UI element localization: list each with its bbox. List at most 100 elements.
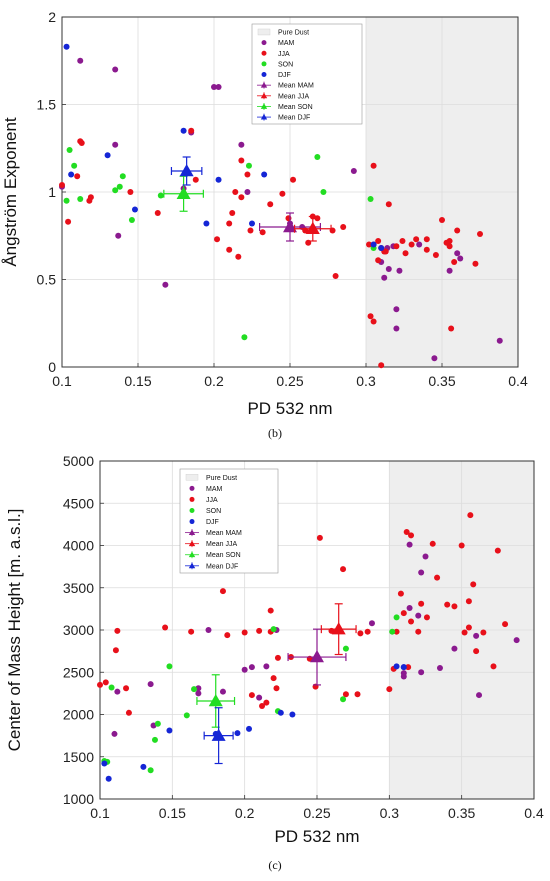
data-point-djf [105, 775, 112, 782]
legend-marker-djf [261, 72, 267, 78]
data-point-djf [393, 663, 400, 670]
data-point-jja [477, 231, 483, 237]
data-point-mam [454, 250, 461, 257]
x-tick-label: 0.2 [235, 805, 255, 821]
data-point-djf [63, 43, 70, 50]
data-point-son [183, 712, 190, 719]
data-point-djf [68, 171, 75, 178]
x-tick-label: 0.1 [52, 373, 72, 389]
data-point-djf [166, 727, 173, 734]
data-point-jja [451, 603, 458, 610]
data-point-jja [59, 182, 65, 188]
data-point-djf [104, 152, 111, 159]
legend-label: SON [206, 508, 221, 515]
data-point-jja [403, 528, 410, 535]
legend-marker-mam [189, 485, 195, 491]
legend-label: Mean MAM [206, 530, 242, 537]
data-point-son [77, 196, 84, 202]
data-point-jja [279, 190, 286, 197]
data-point-jja [340, 566, 347, 573]
data-point-son [320, 189, 327, 195]
data-point-son [191, 686, 198, 693]
data-point-son [367, 196, 374, 202]
data-point-jja [382, 248, 389, 255]
data-point-son [116, 183, 123, 190]
data-point-jja [97, 681, 103, 688]
data-point-mam [451, 645, 458, 652]
data-point-djf [378, 245, 385, 251]
data-point-jja [473, 648, 480, 655]
legend-marker-mean-son [260, 103, 268, 109]
data-point-son [245, 162, 252, 169]
data-point-jja [385, 201, 392, 208]
x-tick-label: 0.1 [90, 805, 110, 821]
legend-label: Pure Dust [278, 29, 309, 36]
data-point-jja [366, 241, 373, 248]
data-point-jja [393, 243, 400, 250]
data-point-son [108, 684, 115, 691]
data-point-jja [229, 210, 236, 216]
data-point-mam [473, 632, 480, 639]
data-point-jja [226, 220, 233, 227]
y-tick-label: 4500 [63, 495, 94, 511]
data-point-jja [470, 581, 477, 588]
data-point-mam [393, 325, 400, 332]
data-point-jja [354, 691, 361, 698]
data-point-jja [423, 614, 430, 621]
legend-label: JJA [206, 497, 218, 504]
data-point-jja [342, 691, 349, 698]
x-tick-label: 0.35 [428, 373, 455, 389]
data-point-mam [256, 694, 263, 701]
data-point-jja [429, 540, 436, 547]
data-point-djf [289, 711, 296, 718]
data-point-djf [203, 220, 210, 227]
data-point-jja [127, 189, 134, 195]
legend-marker-mean-son [188, 551, 196, 558]
y-axis-label: Center of Mass Height [m. a.s.l.] [5, 509, 24, 752]
legend-label: Mean MAM [278, 83, 314, 90]
data-point-jja [454, 227, 461, 234]
data-point-son [314, 154, 321, 160]
data-point-jja [267, 607, 274, 614]
data-point-jja [274, 654, 281, 661]
data-point-jja [494, 547, 501, 554]
legend-label: DJF [206, 519, 219, 526]
legend-label: DJF [278, 72, 291, 79]
data-point-mam [215, 84, 222, 90]
data-point-mam [436, 665, 443, 672]
data-point-jja [102, 679, 109, 686]
data-point-jja [188, 628, 195, 635]
data-point-mam [195, 690, 202, 697]
data-point-mam [112, 141, 119, 148]
data-point-mam [422, 553, 429, 560]
mean-marker-djf [179, 164, 194, 177]
data-point-jja [247, 227, 254, 234]
x-tick-label: 0.4 [524, 805, 544, 821]
x-tick-label: 0.15 [124, 373, 151, 389]
legend-marker-djf [189, 519, 195, 525]
chart-center-of-mass-height: 0.1 0.15 0.2 0.25 0.3 0.35 0.4 1000 1500 2000 2500… [5, 453, 544, 872]
data-point-son [342, 645, 349, 652]
legend-label: Mean DJF [278, 115, 310, 122]
data-point-jja [432, 252, 439, 258]
y-tick-label: 5000 [63, 453, 94, 469]
legend: Pure Dust MAM JJA SON DJF Mean MAM Mean JJA Mea… [179, 468, 279, 574]
data-point-son [389, 628, 396, 635]
data-point-son [128, 217, 135, 223]
data-point-jja [290, 176, 297, 183]
data-point-jja [214, 236, 221, 243]
data-point-djf [261, 171, 268, 178]
y-tick-label: 2000 [63, 707, 94, 723]
data-point-mam [513, 637, 520, 644]
data-point-jja [444, 601, 451, 608]
data-point-jja [241, 629, 248, 636]
data-point-mam [476, 692, 483, 699]
data-point-mam [446, 267, 453, 274]
mean-marker-son [208, 693, 223, 707]
legend-label: Pure Dust [206, 475, 237, 482]
data-point-jja [162, 624, 169, 631]
panel-label: (c) [268, 858, 281, 872]
data-point-jja [378, 362, 385, 369]
data-point-jja [423, 246, 430, 253]
